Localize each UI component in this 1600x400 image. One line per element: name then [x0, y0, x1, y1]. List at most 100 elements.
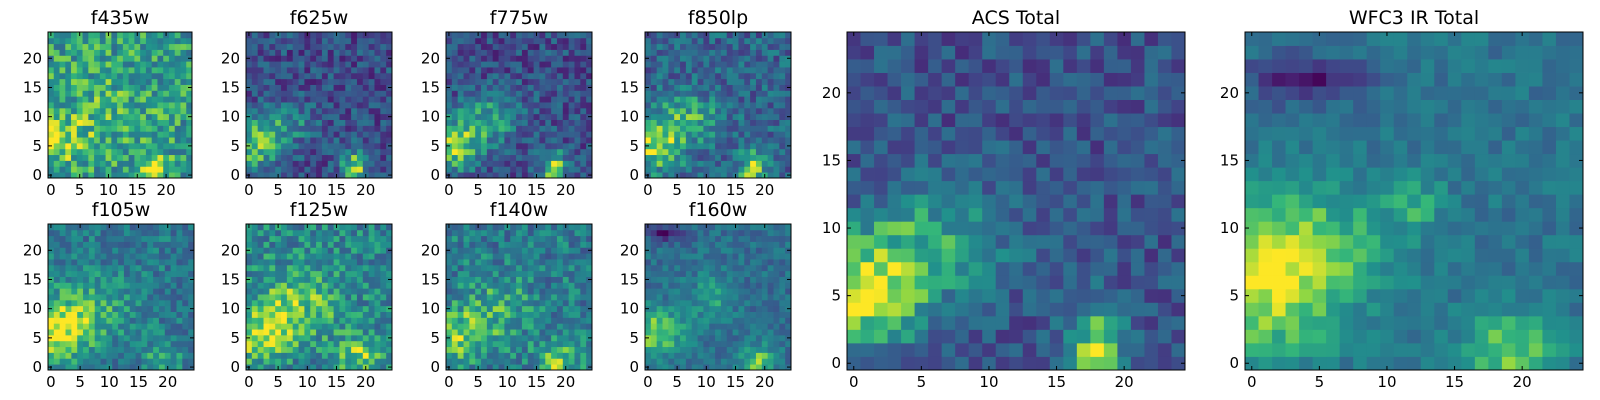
- heatmap-cell: [386, 346, 393, 353]
- heatmap-cell: [492, 72, 499, 80]
- heatmap-cell: [246, 329, 253, 336]
- heatmap-cell: [750, 311, 757, 318]
- x-tick-label: 10: [100, 373, 119, 391]
- heatmap-cell: [321, 55, 329, 62]
- heatmap-cell: [662, 125, 669, 132]
- heatmap-cell: [147, 241, 154, 248]
- heatmap-cell: [527, 102, 534, 109]
- heatmap-cell: [65, 119, 72, 126]
- heatmap-cell: [726, 311, 733, 318]
- heatmap-cell: [281, 270, 288, 277]
- heatmap-cell: [281, 96, 288, 103]
- heatmap-cell: [720, 113, 728, 120]
- heatmap-cell: [674, 154, 681, 161]
- heatmap-cell: [251, 67, 259, 74]
- heatmap-cell: [691, 96, 698, 103]
- heatmap-cell: [785, 352, 792, 359]
- heatmap-cell: [163, 166, 170, 173]
- heatmap-cell: [668, 102, 675, 109]
- heatmap-cell: [182, 259, 189, 266]
- heatmap-cell: [521, 61, 529, 68]
- heatmap-cell: [674, 96, 681, 103]
- heatmap-cell: [726, 131, 733, 138]
- heatmap-cell: [586, 90, 593, 97]
- heatmap-cell: [118, 276, 125, 283]
- heatmap-cell: [726, 43, 733, 50]
- y-tick-label: 0: [430, 166, 440, 184]
- heatmap-cell: [333, 247, 340, 254]
- heatmap-cell: [48, 323, 55, 330]
- heatmap-cell: [82, 78, 89, 85]
- heatmap-cell: [351, 253, 358, 260]
- heatmap-cell: [650, 323, 658, 330]
- heatmap-cell: [779, 288, 786, 295]
- heatmap-cell: [755, 84, 763, 91]
- heatmap-cell: [123, 340, 131, 348]
- heatmap-cell: [504, 229, 511, 237]
- heatmap-cell: [362, 96, 370, 103]
- heatmap-cell: [527, 43, 534, 50]
- heatmap-cell: [106, 294, 113, 301]
- heatmap-cell: [157, 107, 164, 115]
- heatmap-cell: [151, 84, 158, 91]
- heatmap-cell: [111, 160, 118, 167]
- heatmap-cell: [380, 311, 387, 318]
- heatmap-cell: [269, 235, 276, 242]
- heatmap-cell: [351, 259, 358, 266]
- heatmap-cell: [316, 49, 323, 56]
- heatmap-cell: [568, 276, 575, 283]
- heatmap-cell: [463, 317, 470, 324]
- heatmap-cell: [703, 37, 710, 45]
- heatmap-cell: [457, 37, 464, 45]
- heatmap-cell: [527, 235, 534, 242]
- heatmap-cell: [158, 334, 166, 342]
- heatmap-cell: [451, 352, 459, 359]
- heatmap-cell: [53, 282, 61, 289]
- heatmap-cell: [720, 90, 728, 97]
- heatmap-cell: [785, 311, 792, 318]
- heatmap-cell: [691, 305, 698, 312]
- heatmap-cell: [662, 352, 669, 359]
- x-tick-label: 0: [244, 181, 254, 199]
- heatmap-cell: [386, 160, 393, 167]
- heatmap-cell: [475, 247, 482, 254]
- heatmap-cell: [457, 224, 464, 231]
- heatmap-cell: [362, 334, 370, 342]
- heatmap-cell: [310, 160, 317, 167]
- heatmap-cell: [773, 43, 780, 50]
- heatmap-cell: [339, 294, 346, 301]
- heatmap-cell: [680, 340, 687, 348]
- heatmap-cell: [356, 282, 364, 289]
- heatmap-cell: [521, 113, 529, 120]
- heatmap-cell: [767, 107, 774, 115]
- heatmap-cell: [457, 49, 464, 56]
- heatmap-cell: [533, 84, 540, 91]
- heatmap-cell: [533, 334, 540, 342]
- heatmap-cell: [345, 323, 352, 330]
- heatmap-cell: [129, 282, 136, 289]
- heatmap-cell: [53, 55, 60, 62]
- heatmap-cell: [106, 358, 113, 365]
- heatmap-cell: [715, 364, 722, 371]
- heatmap-cell: [368, 72, 375, 80]
- heatmap-cell: [767, 131, 774, 138]
- heatmap-cell: [744, 32, 751, 39]
- heatmap-cell: [65, 276, 72, 283]
- heatmap-cell: [71, 137, 78, 144]
- heatmap-cell: [463, 160, 470, 167]
- heatmap-cell: [362, 299, 370, 307]
- heatmap-cell: [158, 264, 166, 272]
- heatmap-cell: [738, 32, 745, 39]
- heatmap-cell: [645, 102, 652, 109]
- heatmap-cell: [281, 61, 288, 68]
- heatmap-cell: [551, 137, 558, 144]
- heatmap-cell: [368, 224, 375, 231]
- heatmap-cell: [568, 61, 575, 68]
- heatmap-cell: [521, 142, 529, 150]
- heatmap-cell: [451, 346, 459, 353]
- heatmap-cell: [755, 148, 763, 156]
- heatmap-cell: [521, 131, 529, 138]
- heatmap-cell: [281, 160, 288, 167]
- heatmap-cell: [668, 32, 675, 39]
- heatmap-cell: [568, 172, 575, 179]
